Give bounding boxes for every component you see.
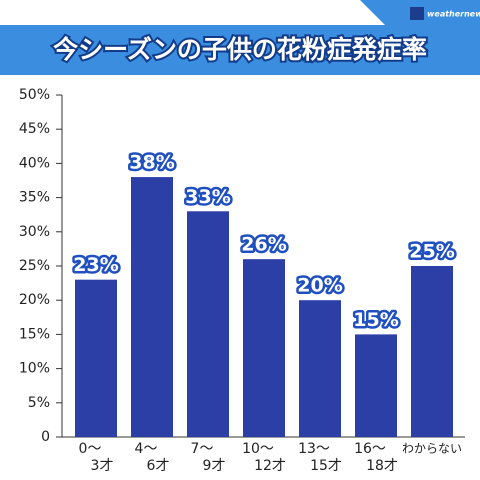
data-label: 20% bbox=[297, 275, 342, 297]
y-tick-label: 5% bbox=[28, 395, 50, 411]
logo: weathernews bbox=[427, 10, 480, 19]
x-tick-label: 0〜 bbox=[79, 441, 102, 457]
bar bbox=[243, 259, 285, 437]
y-tick-label: 40% bbox=[19, 155, 50, 171]
bar bbox=[187, 211, 229, 437]
y-tick-label: 20% bbox=[19, 292, 50, 308]
x-tick-label: 15才 bbox=[310, 458, 342, 474]
bar bbox=[411, 266, 453, 437]
y-tick-label: 15% bbox=[19, 326, 50, 342]
bar bbox=[75, 279, 117, 437]
x-tick-label: 9才 bbox=[203, 458, 226, 474]
y-tick-label: 10% bbox=[19, 361, 50, 377]
data-label: 15% bbox=[353, 309, 398, 331]
chart-title: 今シーズンの子供の花粉症発症率 bbox=[53, 35, 427, 64]
x-tick-label: 7〜 bbox=[191, 441, 214, 457]
x-tick-label: 16〜 bbox=[354, 441, 386, 457]
y-tick-label: 35% bbox=[19, 190, 50, 206]
data-label: 38% bbox=[129, 152, 174, 174]
y-tick-label: 45% bbox=[19, 121, 50, 137]
x-tick-label: 3才 bbox=[91, 458, 114, 474]
x-tick-label: 4〜 bbox=[135, 441, 158, 457]
x-tick-label: わからない bbox=[402, 442, 462, 456]
x-tick-label: 13〜 bbox=[298, 441, 330, 457]
y-tick-label: 30% bbox=[19, 224, 50, 240]
data-label: 25% bbox=[409, 241, 454, 263]
header-band bbox=[0, 25, 480, 75]
bar bbox=[131, 177, 173, 437]
data-label: 33% bbox=[185, 186, 230, 208]
bar bbox=[355, 334, 397, 437]
x-tick-label: 12才 bbox=[254, 458, 286, 474]
y-tick-label: 50% bbox=[19, 87, 50, 103]
y-tick-label: 0 bbox=[41, 429, 50, 445]
x-tick-label: 6才 bbox=[147, 458, 170, 474]
data-label: 23% bbox=[73, 254, 118, 276]
bar bbox=[299, 300, 341, 437]
y-tick-label: 25% bbox=[19, 258, 50, 274]
logo-icon bbox=[410, 7, 424, 20]
x-tick-label: 18才 bbox=[366, 458, 398, 474]
data-label: 26% bbox=[241, 234, 286, 256]
x-tick-label: 10〜 bbox=[242, 441, 274, 457]
